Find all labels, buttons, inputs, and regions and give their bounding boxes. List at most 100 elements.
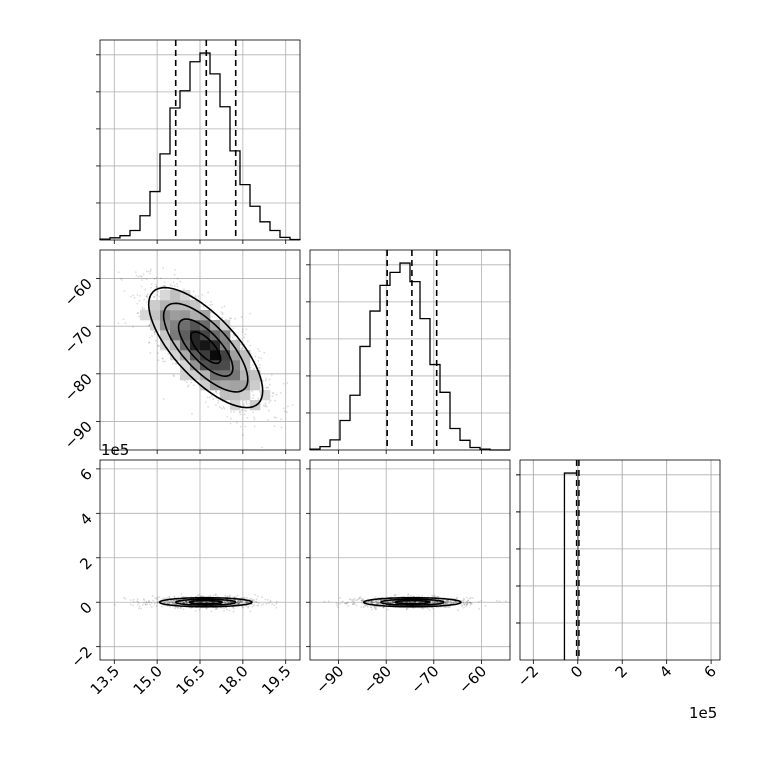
sample-point xyxy=(373,601,375,604)
sample-point xyxy=(462,606,465,609)
sample-point xyxy=(166,597,169,599)
sample-point xyxy=(251,605,254,608)
sample-point xyxy=(215,390,218,393)
sample-point xyxy=(447,600,450,602)
panel-hist-p1 xyxy=(96,40,301,241)
sample-point xyxy=(456,597,458,600)
sample-point xyxy=(374,605,376,608)
sample-point xyxy=(421,595,423,597)
sample-point xyxy=(202,601,204,604)
density-cell xyxy=(220,320,231,331)
contour-level-3 xyxy=(147,286,264,409)
sample-point xyxy=(407,594,409,596)
sample-point xyxy=(172,374,175,377)
sample-point xyxy=(263,351,266,354)
x-tick-label-p3: 4 xyxy=(656,662,675,681)
x-tick-label-p2: −70 xyxy=(408,662,443,697)
density-cell xyxy=(200,360,211,371)
sample-point xyxy=(174,362,177,365)
sample-point xyxy=(176,607,179,609)
sample-point xyxy=(124,322,127,325)
sample-point xyxy=(253,425,256,428)
sample-point xyxy=(141,308,144,311)
sample-point xyxy=(152,296,155,298)
sample-point xyxy=(408,601,411,604)
sample-point xyxy=(239,600,242,602)
y-tick-label-p2: −60 xyxy=(61,275,96,310)
sample-point xyxy=(257,604,260,607)
sample-point xyxy=(247,605,250,608)
sample-point xyxy=(383,606,385,609)
sample-point xyxy=(238,411,241,414)
sample-point xyxy=(241,330,244,333)
sample-point xyxy=(405,608,408,610)
p3-axis-offset-label: 1e5 xyxy=(689,704,717,722)
sample-point xyxy=(145,301,148,304)
sample-point xyxy=(376,599,378,602)
sample-point xyxy=(385,601,388,604)
sample-point xyxy=(121,279,123,281)
sample-point xyxy=(464,602,467,605)
density-cell xyxy=(220,350,231,361)
sample-point xyxy=(153,278,156,280)
sample-point xyxy=(171,285,174,287)
density-cell xyxy=(190,300,201,311)
sample-point xyxy=(251,598,254,601)
sample-point xyxy=(264,405,267,408)
sample-point xyxy=(237,600,240,603)
sample-point xyxy=(373,607,376,610)
sample-point xyxy=(229,317,231,320)
sample-point xyxy=(182,602,185,604)
sample-point xyxy=(286,411,289,414)
sample-point xyxy=(465,603,468,605)
sample-point xyxy=(266,419,269,421)
contour-level-2 xyxy=(158,596,253,608)
sample-point xyxy=(371,608,373,611)
density-cell xyxy=(180,360,191,371)
density-cell xyxy=(200,340,211,351)
sample-point xyxy=(408,601,411,604)
sample-point xyxy=(162,267,165,269)
density-cell xyxy=(180,310,191,321)
sample-point xyxy=(206,396,209,399)
sample-point xyxy=(220,311,223,313)
sample-point xyxy=(169,283,172,286)
sample-point xyxy=(145,295,148,297)
sample-point xyxy=(242,403,245,406)
sample-point xyxy=(446,602,449,605)
sample-point xyxy=(206,601,208,604)
y-tick-label-p3: 0 xyxy=(76,598,95,617)
sample-point xyxy=(375,608,378,610)
sample-point xyxy=(420,601,423,604)
sample-point xyxy=(136,598,139,601)
sample-point xyxy=(150,606,153,608)
sample-point xyxy=(412,607,415,610)
sample-point xyxy=(462,602,465,604)
sample-point xyxy=(136,302,139,305)
sample-point xyxy=(352,601,355,603)
sample-point xyxy=(156,601,159,603)
sample-point xyxy=(220,407,223,410)
sample-point xyxy=(269,599,272,602)
sample-point xyxy=(155,286,158,288)
sample-point xyxy=(172,599,175,602)
panel-joint-p1-p3 xyxy=(100,460,300,660)
y-tick-label-p2: −80 xyxy=(61,370,96,405)
sample-point xyxy=(214,608,217,611)
sample-point xyxy=(215,404,217,406)
sample-point xyxy=(214,390,217,393)
sample-point xyxy=(335,604,338,607)
sample-point xyxy=(466,599,469,602)
sample-point xyxy=(433,600,436,603)
sample-point xyxy=(204,401,207,404)
sample-point xyxy=(157,601,159,604)
y-tick-label-p3: 2 xyxy=(76,554,95,573)
sample-point xyxy=(447,605,449,608)
sample-point xyxy=(253,416,255,419)
sample-point xyxy=(407,593,410,595)
sample-point xyxy=(155,286,158,288)
sample-point xyxy=(161,598,164,600)
sample-point xyxy=(137,600,139,603)
sample-point xyxy=(466,600,469,603)
sample-point xyxy=(386,601,389,604)
